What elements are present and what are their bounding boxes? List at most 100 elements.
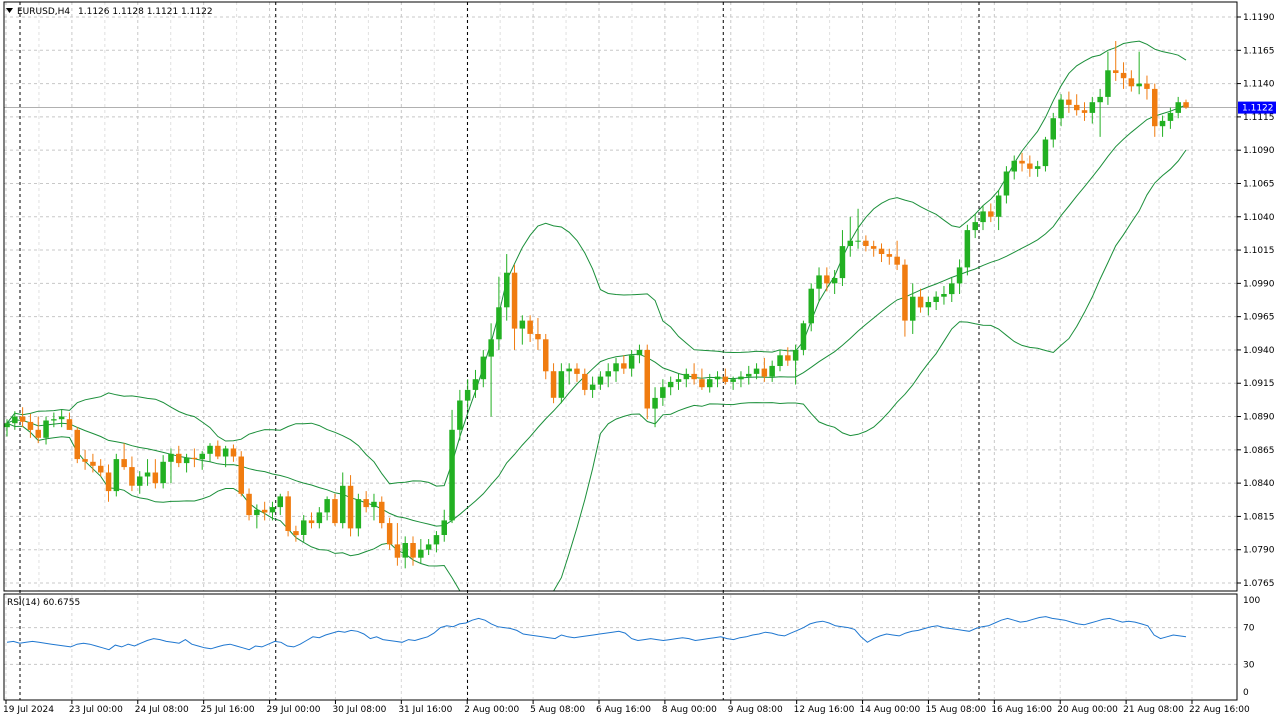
candle — [988, 203, 994, 223]
candle-body — [371, 501, 377, 508]
candle-body — [51, 419, 57, 421]
candle — [902, 259, 908, 337]
candle — [27, 413, 34, 438]
candle-body — [917, 296, 924, 308]
candle — [761, 357, 768, 382]
candle-body — [425, 544, 432, 550]
candle-body — [261, 509, 268, 513]
time-tick-label: 25 Jul 16:00 — [201, 705, 255, 715]
rsi-tick-label: 30 — [1243, 660, 1255, 670]
candle — [74, 427, 80, 464]
candle — [51, 412, 57, 428]
candle-body — [746, 373, 752, 377]
candle — [449, 409, 455, 524]
candle — [386, 517, 393, 550]
candle-body — [347, 485, 354, 529]
candle-body — [941, 294, 947, 297]
candle-body — [1128, 78, 1135, 87]
candle-body — [1183, 102, 1189, 108]
candle — [543, 333, 549, 380]
candle-body — [1167, 112, 1174, 121]
candle — [238, 451, 244, 497]
candle-body — [761, 368, 768, 377]
price-tick-label: 1.0890 — [1243, 413, 1275, 423]
candle — [1167, 107, 1174, 129]
candle-body — [886, 254, 893, 257]
candle — [332, 493, 338, 526]
candle — [800, 320, 807, 356]
candle-body — [1058, 99, 1064, 119]
current-price-tag — [1238, 101, 1276, 114]
candle-body — [621, 363, 627, 369]
candle — [933, 291, 939, 310]
candle-body — [215, 445, 221, 457]
candle — [90, 453, 96, 473]
candle — [917, 288, 924, 313]
candle — [285, 491, 291, 537]
candle — [316, 507, 323, 529]
time-tick-label: 6 Aug 16:00 — [596, 705, 651, 715]
candle-body — [207, 445, 213, 454]
candle — [160, 455, 166, 489]
candle — [480, 349, 487, 388]
candle — [1159, 115, 1166, 137]
candle-body — [566, 368, 572, 372]
candle — [566, 363, 572, 385]
candle-body — [129, 467, 135, 486]
candle — [972, 214, 978, 239]
candle — [43, 416, 49, 445]
candle — [535, 317, 541, 350]
time-tick-label: 19 Jul 2024 — [3, 705, 54, 715]
price-tick-label: 1.0865 — [1243, 446, 1275, 456]
candle-body — [1081, 110, 1088, 113]
candle-body — [66, 419, 73, 430]
candle — [964, 224, 971, 276]
candle-body — [652, 397, 658, 409]
candle — [644, 344, 650, 420]
band-lower — [6, 149, 1187, 592]
candle-body — [285, 496, 291, 531]
price-axis: 1.1190 1.1165 1.1140 1.1115 1.1090 1.1065 1.10… — [1237, 13, 1275, 589]
candle — [433, 531, 440, 553]
candle-body — [152, 472, 159, 484]
ohlc-readout: 1.1126 1.1128 1.1121 1.1122 — [78, 7, 213, 17]
candle — [628, 349, 635, 377]
candle — [1175, 96, 1181, 119]
candle — [1113, 40, 1119, 81]
candle-body — [816, 275, 822, 289]
candle-body — [1011, 160, 1017, 172]
candle-body — [691, 373, 697, 380]
candle-body — [1089, 102, 1096, 113]
candle — [574, 363, 580, 382]
candle — [301, 515, 307, 542]
candle-body — [714, 376, 721, 380]
candle-body — [418, 549, 424, 558]
rsi-frame — [3, 593, 1238, 701]
candle — [1081, 102, 1088, 121]
time-tick-label: 24 Jul 08:00 — [135, 705, 189, 715]
candle-body — [199, 453, 205, 460]
candle — [472, 369, 479, 398]
candle — [753, 363, 760, 380]
candle-body — [574, 368, 580, 374]
candle-body — [19, 416, 26, 422]
candle — [824, 267, 830, 292]
candle-body — [800, 323, 807, 350]
candle-body — [98, 465, 104, 473]
candle-body — [105, 472, 112, 492]
candle — [527, 315, 533, 342]
candle-body — [870, 246, 877, 249]
candle — [35, 416, 41, 444]
triangle-down-icon[interactable] — [6, 8, 13, 13]
rsi-panel — [4, 616, 1237, 665]
candle — [667, 376, 674, 396]
time-tick-label: 30 Jul 08:00 — [332, 705, 386, 715]
candle — [1152, 83, 1158, 137]
candle — [371, 493, 377, 521]
candle — [722, 368, 729, 385]
candle-body — [230, 448, 237, 457]
candle — [746, 365, 752, 385]
candle — [98, 459, 104, 477]
candle-body — [386, 523, 393, 545]
